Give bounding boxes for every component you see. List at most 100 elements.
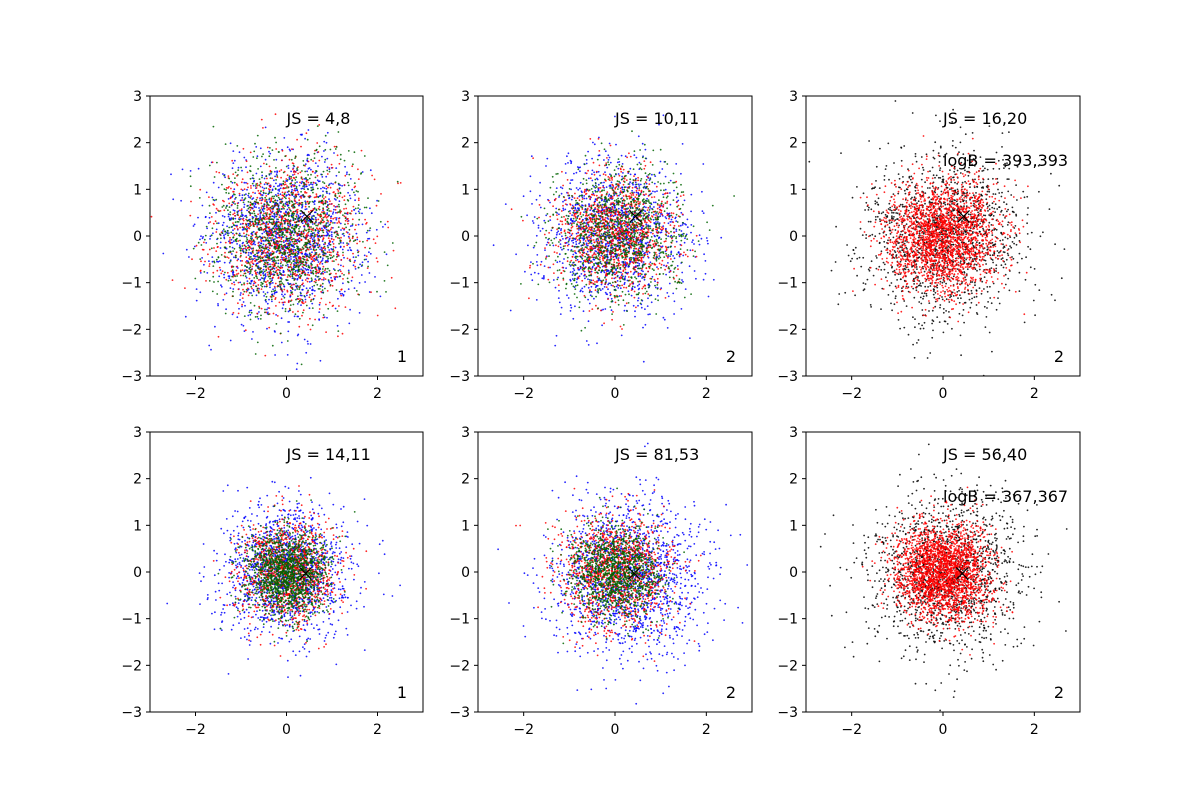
data-point [637,135,640,138]
data-point [256,238,259,240]
data-point [338,205,340,208]
data-point [299,233,302,236]
data-point [293,177,296,180]
data-point [558,233,561,236]
data-point [296,277,299,280]
data-point [273,274,276,276]
data-point [541,227,544,230]
data-point [557,276,559,279]
y-tick-label: −1 [121,276,142,292]
data-point [543,276,545,279]
data-point [335,272,337,275]
data-point [298,317,301,320]
data-point [297,270,300,273]
data-point [224,230,227,233]
data-point [284,258,286,261]
data-point [579,166,581,169]
data-point [567,297,570,299]
data-point [276,272,279,275]
data-point [265,198,268,201]
data-point [290,158,293,161]
data-point [541,277,544,280]
data-point [335,289,338,291]
data-point [634,173,636,176]
data-point [240,166,243,169]
data-point [377,200,380,202]
data-point [219,247,222,249]
js-annotation: JS = 4,8 [286,109,351,128]
data-point [265,181,267,184]
data-point [236,213,239,216]
data-point [601,203,604,206]
data-point [282,228,285,231]
data-point [258,192,261,195]
data-point [296,252,299,255]
data-point [204,260,206,263]
data-point [693,270,696,272]
data-point [259,185,262,188]
data-point [312,269,315,272]
data-point [685,223,687,226]
data-point [208,265,211,267]
data-point [267,242,270,245]
data-point [311,183,314,186]
data-point [301,205,304,208]
data-point [232,295,234,298]
data-point [293,197,296,200]
data-point [343,245,345,248]
data-point [569,159,572,162]
data-point [339,269,341,271]
data-point [332,268,335,270]
data-point [312,229,314,232]
data-point [268,190,271,193]
data-point [215,228,218,231]
data-point [274,232,277,235]
data-point [322,254,325,257]
data-point [318,208,321,211]
data-point [248,206,251,209]
data-point [242,274,245,277]
data-point [271,195,274,198]
data-point [255,198,258,201]
data-point [601,288,604,290]
data-point [310,248,312,251]
data-point [603,271,606,274]
data-point [638,205,640,207]
data-point [283,222,286,224]
data-point [312,246,315,249]
data-point [271,300,273,303]
data-point [206,272,209,274]
data-point [253,210,255,213]
data-point [325,175,328,178]
data-point [268,150,270,153]
data-point [243,194,246,196]
data-point [210,216,213,218]
data-point [337,182,340,185]
data-point [366,229,369,232]
data-point [203,271,206,273]
data-point [293,243,296,246]
data-point [282,303,285,306]
data-point [263,270,266,273]
data-point [304,279,307,281]
data-point [282,283,285,286]
data-point [272,234,275,237]
data-point [318,245,321,248]
data-point [243,226,246,229]
data-point [240,292,242,294]
data-point [359,208,361,211]
data-point [292,260,295,262]
data-point [299,181,301,184]
data-point [298,199,301,202]
data-point [570,306,573,309]
data-point [287,270,290,272]
data-point [348,233,351,236]
data-point [270,200,273,203]
data-point [272,259,274,262]
data-point [238,218,241,221]
data-point [282,180,285,183]
data-point [295,368,298,371]
data-point [287,282,289,284]
data-point [285,242,288,245]
